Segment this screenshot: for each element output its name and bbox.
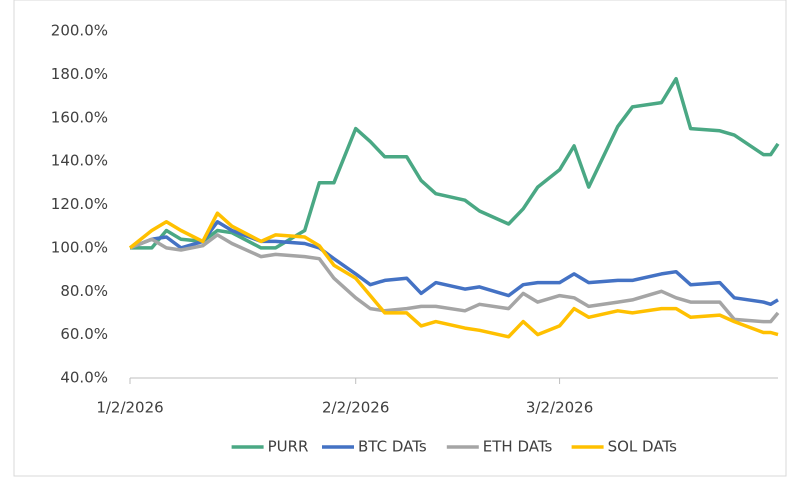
legend-label: SOL DATs: [608, 438, 678, 456]
y-tick-label: 120.0%: [51, 195, 108, 213]
x-tick-label: 3/2/2026: [526, 399, 593, 417]
x-tick-label: 2/2/2026: [322, 399, 389, 417]
y-tick-label: 40.0%: [60, 369, 108, 387]
series-line: [128, 211, 779, 339]
series-line: [130, 76, 780, 250]
y-tick-label: 140.0%: [51, 152, 108, 170]
y-tick-label: 200.0%: [51, 22, 108, 40]
y-tick-label: 180.0%: [51, 65, 108, 83]
legend-label: PURR: [268, 438, 309, 456]
legend-label: ETH DATs: [483, 438, 553, 456]
x-tick-label: 1/2/2026: [96, 399, 163, 417]
series-line: [129, 233, 780, 324]
series-line: [129, 220, 779, 307]
y-tick-label: 160.0%: [51, 108, 108, 126]
y-tick-label: 100.0%: [51, 238, 108, 256]
legend-label: BTC DATs: [358, 438, 427, 456]
y-tick-label: 80.0%: [60, 282, 108, 300]
y-tick-label: 60.0%: [60, 325, 108, 343]
